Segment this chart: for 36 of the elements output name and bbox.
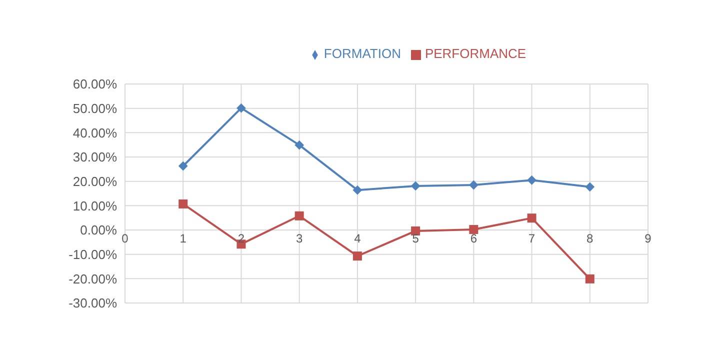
x-tick-label: 9 bbox=[644, 232, 652, 246]
point bbox=[352, 252, 362, 261]
x-tick-label: 3 bbox=[296, 232, 303, 246]
x-tick-label: 7 bbox=[528, 232, 536, 246]
x-tick-label: 5 bbox=[412, 232, 420, 246]
point bbox=[469, 180, 478, 190]
point bbox=[411, 226, 420, 236]
y-tick-label: 20.00% bbox=[72, 174, 118, 189]
y-tick-label: 10.00% bbox=[72, 198, 118, 214]
point bbox=[352, 186, 362, 195]
x-tick-label: 4 bbox=[354, 232, 362, 246]
point bbox=[236, 104, 246, 113]
y-tick-label: 60.00% bbox=[72, 76, 118, 92]
y-tick-label: 40.00% bbox=[72, 125, 118, 140]
y-tick-label: -20.00% bbox=[68, 271, 118, 286]
point bbox=[178, 199, 188, 208]
x-tick-label: 6 bbox=[470, 232, 478, 246]
point bbox=[294, 211, 304, 220]
point bbox=[178, 162, 188, 171]
legend-label: PERFORMANCE bbox=[424, 46, 526, 61]
y-tick-label: 50.00% bbox=[72, 100, 118, 116]
y-tick-label: -10.00% bbox=[68, 246, 118, 262]
y-tick-label: 30.00% bbox=[72, 150, 118, 165]
y-tick-label: -30.00% bbox=[68, 296, 118, 311]
point bbox=[469, 225, 478, 234]
legend-label: FORMATION bbox=[324, 46, 401, 61]
x-tick-label: 1 bbox=[180, 232, 187, 246]
y-tick-label: 0.00% bbox=[80, 222, 118, 238]
point bbox=[585, 182, 594, 192]
x-tick-label: 0 bbox=[122, 232, 129, 246]
point bbox=[527, 176, 536, 185]
point bbox=[527, 214, 536, 223]
x-tick-label: 8 bbox=[586, 232, 594, 246]
point bbox=[585, 274, 594, 284]
point bbox=[411, 181, 420, 190]
point bbox=[294, 140, 304, 150]
